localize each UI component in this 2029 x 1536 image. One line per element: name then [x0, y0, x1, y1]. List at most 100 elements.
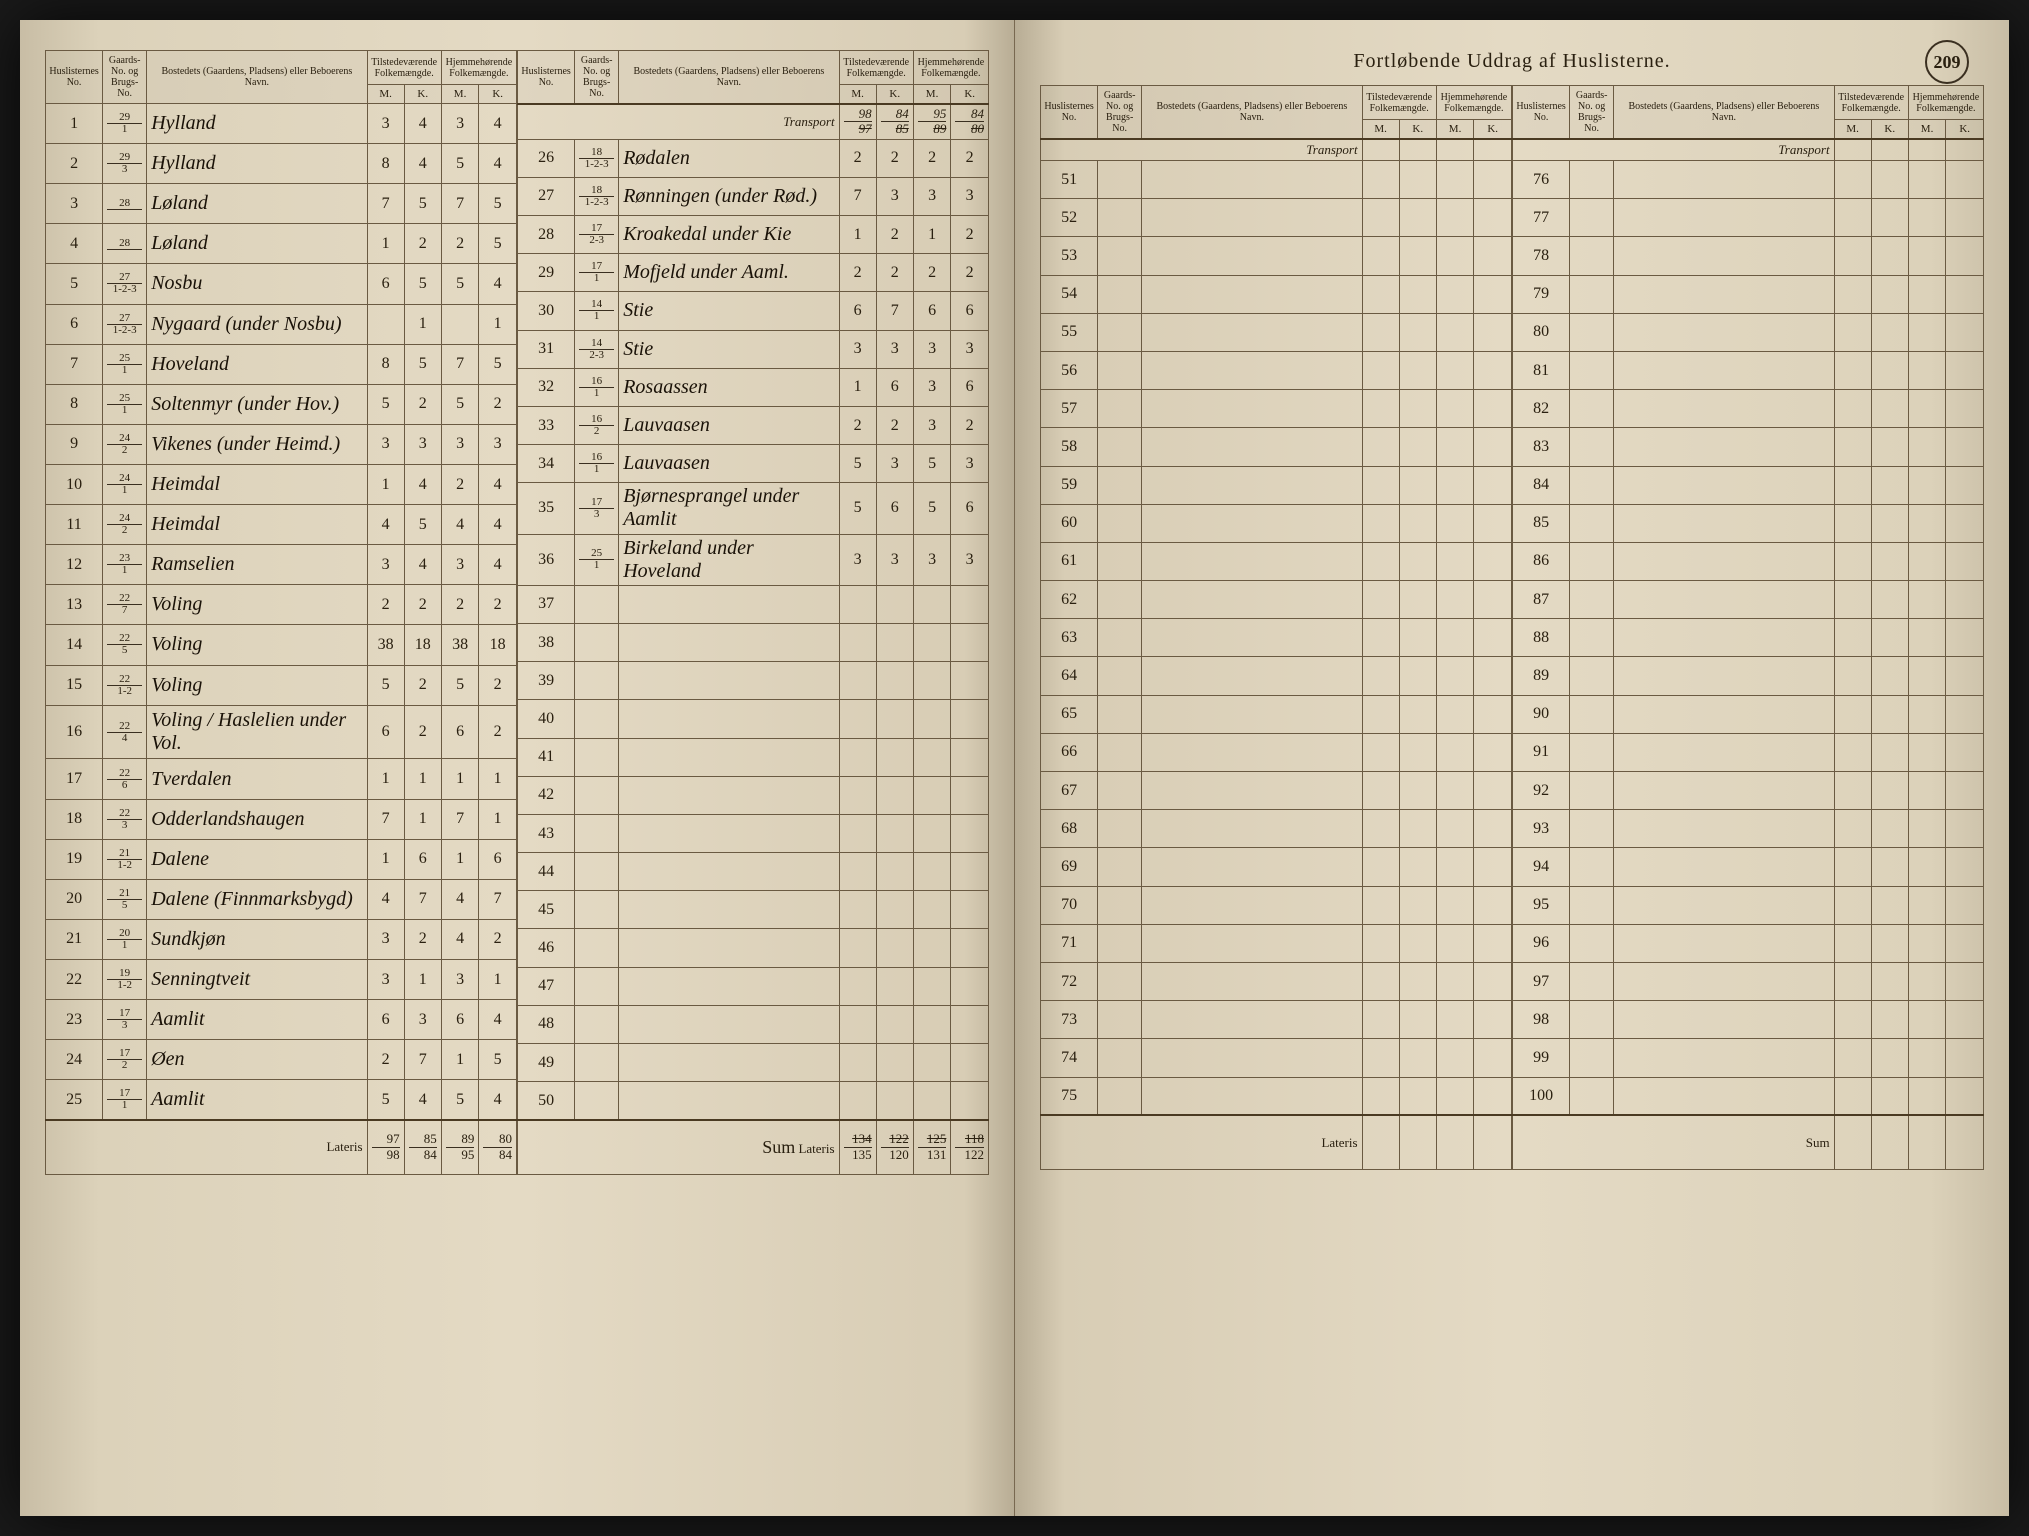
table-row: 99: [1513, 1039, 1984, 1077]
row-number: 96: [1513, 924, 1570, 962]
tilstede-k: 2: [404, 705, 441, 759]
tilstede-m: 3: [839, 330, 876, 368]
hjemme-m: [913, 929, 951, 967]
tilstede-m: 6: [367, 705, 404, 759]
tilstede-m: 8: [367, 144, 404, 184]
place-name: Hylland: [147, 144, 367, 184]
place-name: [619, 891, 839, 929]
tilstede-m: [839, 853, 876, 891]
hjemme-m: 5: [441, 384, 479, 424]
hjemme-k: 1: [479, 304, 517, 344]
ledger-block-d: Huslisternes No. Gaards-No. og Brugs-No.…: [1512, 85, 1984, 1170]
place-name: Rosaassen: [619, 368, 839, 406]
row-number: 27: [518, 177, 575, 215]
table-row: 46: [518, 929, 989, 967]
gaard-number: [575, 700, 619, 738]
gaard-number: 221-2: [103, 665, 147, 705]
header-huslisternes: Huslisternes No.: [1041, 86, 1098, 140]
gaard-number: 181-2-3: [575, 139, 619, 177]
header-tilstede: Tilstedeværende Folkemængde.: [1362, 86, 1436, 120]
tilstede-k: 5: [404, 184, 441, 224]
hjemme-k: [951, 738, 989, 776]
gaard-number: 231: [103, 545, 147, 585]
row-number: 53: [1041, 237, 1098, 275]
hjemme-m: 6: [441, 705, 479, 759]
table-row: 63: [1041, 619, 1512, 657]
row-number: 71: [1041, 924, 1098, 962]
hjemme-k: [951, 662, 989, 700]
place-name: Senningtveit: [147, 960, 367, 1000]
tilstede-m: [839, 1044, 876, 1082]
table-row: 100: [1513, 1077, 1984, 1115]
table-row: 92: [1513, 772, 1984, 810]
row-number: 30: [518, 292, 575, 330]
hjemme-k: 2: [951, 406, 989, 444]
table-row: 28172-3Kroakedal under Kie1212: [518, 215, 989, 253]
place-name: Hylland: [147, 104, 367, 144]
hjemme-k: 4: [479, 505, 517, 545]
hjemme-m: 1: [441, 759, 479, 799]
hjemme-k: 4: [479, 144, 517, 184]
place-name: Aamlit: [147, 1080, 367, 1120]
row-number: 63: [1041, 619, 1098, 657]
header-gaards: Gaards-No. og Brugs-No.: [1098, 86, 1142, 140]
place-name: [619, 1082, 839, 1120]
place-name: Voling / Haslelien under Vol.: [147, 705, 367, 759]
gaard-number: [575, 929, 619, 967]
place-name: [619, 929, 839, 967]
table-row: 98: [1513, 1001, 1984, 1039]
hjemme-m: 6: [913, 292, 951, 330]
gaard-number: [575, 814, 619, 852]
tilstede-k: 3: [404, 1000, 441, 1040]
table-row: 83: [1513, 428, 1984, 466]
hjemme-k: [951, 1082, 989, 1120]
gaard-number: [575, 776, 619, 814]
row-number: 4: [46, 224, 103, 264]
gaard-number: 227: [103, 585, 147, 625]
header-bosted: Bostedets (Gaardens, Pladsens) eller Beb…: [1142, 86, 1362, 140]
row-number: 97: [1513, 962, 1570, 1000]
row-number: 60: [1041, 504, 1098, 542]
hjemme-m: 1: [913, 215, 951, 253]
place-name: Odderlandshaugen: [147, 799, 367, 839]
table-row: 79: [1513, 275, 1984, 313]
hjemme-k: 18: [479, 625, 517, 665]
row-number: 48: [518, 1005, 575, 1043]
hjemme-k: 5: [479, 1040, 517, 1080]
place-name: Voling: [147, 625, 367, 665]
hjemme-k: 2: [479, 585, 517, 625]
place-name: Vikenes (under Heimd.): [147, 424, 367, 464]
row-number: 22: [46, 960, 103, 1000]
table-row: 30141Stie6766: [518, 292, 989, 330]
table-row: 60: [1041, 504, 1512, 542]
gaard-number: 241: [103, 464, 147, 504]
tilstede-m: 4: [367, 505, 404, 545]
table-row: 57: [1041, 390, 1512, 428]
row-number: 89: [1513, 657, 1570, 695]
hjemme-k: [951, 929, 989, 967]
header-bosted: Bostedets (Gaardens, Pladsens) eller Beb…: [147, 51, 367, 104]
hjemme-m: 1: [441, 1040, 479, 1080]
hjemme-k: 2: [479, 384, 517, 424]
tilstede-m: [839, 929, 876, 967]
table-row: 16224Voling / Haslelien under Vol.6262: [46, 705, 517, 759]
row-number: 1: [46, 104, 103, 144]
tilstede-m: 2: [367, 1040, 404, 1080]
place-name: [619, 853, 839, 891]
tilstede-k: 2: [876, 215, 913, 253]
table-row: 49: [518, 1044, 989, 1082]
table-row: 48: [518, 1005, 989, 1043]
tilstede-m: 1: [367, 224, 404, 264]
row-number: 20: [46, 879, 103, 919]
book-spread: Huslisternes No. Gaards-No. og Brugs-No.…: [20, 20, 2009, 1516]
hjemme-m: 3: [913, 368, 951, 406]
tilstede-k: 4: [404, 464, 441, 504]
gaard-number: 171: [103, 1080, 147, 1120]
place-name: Sundkjøn: [147, 919, 367, 959]
row-number: 43: [518, 814, 575, 852]
hjemme-m: 3: [441, 545, 479, 585]
row-number: 37: [518, 585, 575, 623]
hjemme-m: 4: [441, 919, 479, 959]
hjemme-k: 3: [951, 534, 989, 585]
gaard-number: 161: [575, 445, 619, 483]
